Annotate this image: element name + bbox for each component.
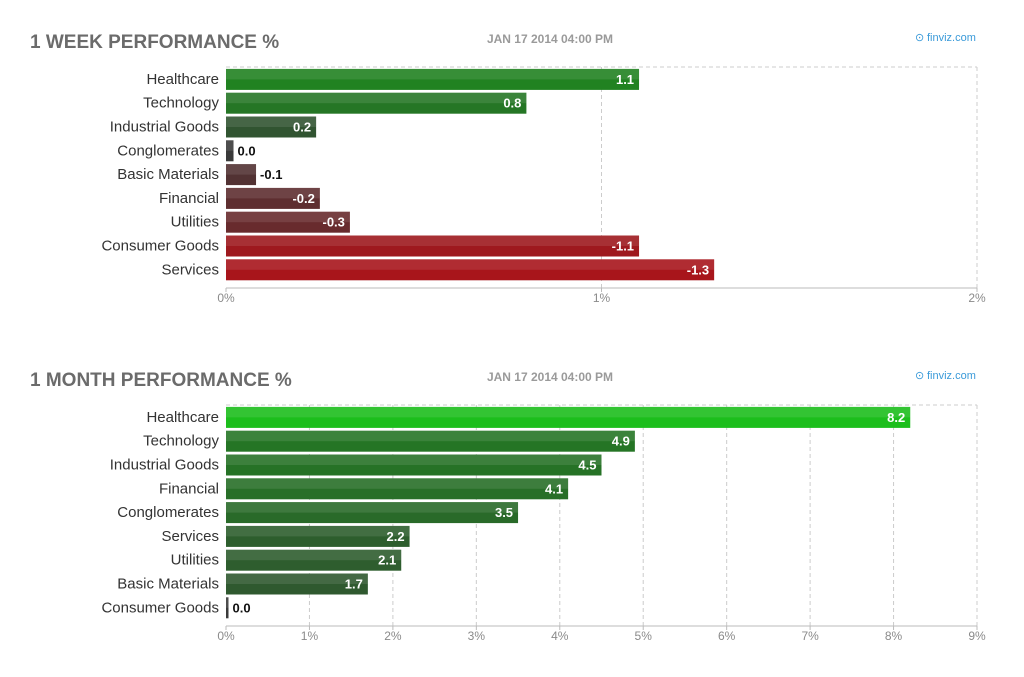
chart-timestamp: JAN 17 2014 04:00 PM (487, 32, 613, 46)
value-label: 4.9 (612, 434, 630, 449)
month-chart: 0% 1% 2% 3% 4% 5% 6% 7% 8% 9% Healthcare 8.2 Technol… (101, 404, 986, 643)
bar-highlight (226, 478, 569, 489)
category-label: Financial (159, 190, 219, 207)
source-link[interactable]: finviz.com (927, 370, 976, 382)
category-label: Basic Materials (117, 166, 219, 183)
value-label: 4.1 (545, 481, 563, 496)
tick-label: 2% (968, 291, 986, 305)
category-label: Services (161, 261, 219, 278)
bar-highlight (226, 406, 911, 418)
value-label: 2.2 (386, 529, 404, 544)
tick-label: 5% (635, 629, 653, 643)
category-label: Technology (143, 433, 219, 450)
category-label: Conglomerates (117, 504, 219, 521)
bar-highlight (226, 525, 410, 537)
category-label: Services (161, 528, 219, 545)
category-label: Industrial Goods (110, 457, 219, 474)
chart-title: 1 WEEK PERFORMANCE % (30, 32, 279, 53)
bar-highlight (226, 430, 635, 442)
value-label: 8.2 (887, 410, 905, 425)
value-label: 0.0 (238, 143, 256, 158)
week-chart: 0% 1% 2% Healthcare 1.1 Technology 0.8 Industri… (101, 66, 986, 305)
tick-label: 4% (551, 629, 569, 643)
bar-highlight (226, 68, 640, 80)
bar (226, 211, 350, 233)
tick-label: 0% (217, 291, 235, 305)
bar-highlight (226, 454, 602, 465)
tick-label: 0% (217, 629, 235, 643)
category-label: Industrial Goods (110, 119, 219, 136)
finviz-icon: ⊙ (915, 32, 924, 44)
bar (226, 164, 257, 186)
value-label: -1.1 (612, 239, 634, 254)
bar (226, 259, 715, 281)
category-label: Utilities (171, 214, 219, 231)
bar-highlight (226, 259, 715, 270)
bar (226, 573, 368, 595)
tick-label: 1% (593, 291, 611, 305)
category-label: Financial (159, 480, 219, 497)
category-label: Technology (143, 95, 219, 112)
value-label: 3.5 (495, 505, 513, 520)
bar-highlight (226, 92, 527, 104)
bar (226, 478, 569, 500)
bar (226, 406, 911, 428)
bar (226, 235, 640, 257)
bar-highlight (226, 140, 234, 151)
category-label: Basic Materials (117, 576, 219, 593)
category-label: Utilities (171, 552, 219, 569)
bar-highlight (226, 187, 320, 199)
value-label: 1.7 (345, 577, 363, 592)
value-label: 4.5 (578, 458, 596, 473)
bar-highlight (226, 549, 402, 561)
bar (226, 597, 229, 619)
tick-label: 9% (968, 629, 986, 643)
tick-label: 8% (885, 629, 903, 643)
bar-highlight (226, 573, 368, 584)
bar (226, 454, 602, 476)
bar (226, 549, 402, 571)
bar (226, 116, 317, 138)
bar (226, 525, 410, 547)
bar (226, 502, 519, 524)
category-label: Healthcare (146, 409, 219, 426)
tick-label: 1% (301, 629, 319, 643)
source-link[interactable]: finviz.com (927, 32, 976, 44)
value-label: 0.2 (293, 120, 311, 135)
bar-highlight (226, 502, 519, 513)
value-label: -0.1 (260, 167, 282, 182)
bar-highlight (226, 235, 640, 246)
bar (226, 68, 640, 90)
category-label: Consumer Goods (101, 238, 219, 255)
bar (226, 430, 635, 452)
tick-label: 3% (468, 629, 486, 643)
category-label: Healthcare (146, 71, 219, 88)
value-label: 0.8 (503, 96, 521, 111)
value-label: 1.1 (616, 72, 634, 87)
bar (226, 92, 527, 114)
bar-highlight (226, 211, 350, 223)
chart-title: 1 MONTH PERFORMANCE % (30, 370, 292, 391)
value-label: 2.1 (378, 553, 396, 568)
chart-timestamp: JAN 17 2014 04:00 PM (487, 370, 613, 384)
bar-highlight (226, 164, 257, 175)
value-label: -1.3 (687, 262, 709, 277)
value-label: -0.3 (323, 215, 345, 230)
value-label: 0.0 (233, 600, 251, 615)
tick-label: 7% (801, 629, 819, 643)
bar-highlight (226, 116, 317, 127)
tick-label: 2% (384, 629, 402, 643)
bar-highlight (226, 597, 229, 608)
tick-label: 6% (718, 629, 736, 643)
bar (226, 140, 234, 162)
value-label: -0.2 (292, 191, 314, 206)
finviz-icon: ⊙ (915, 370, 924, 382)
category-label: Consumer Goods (101, 599, 219, 616)
bar (226, 187, 320, 209)
category-label: Conglomerates (117, 142, 219, 159)
